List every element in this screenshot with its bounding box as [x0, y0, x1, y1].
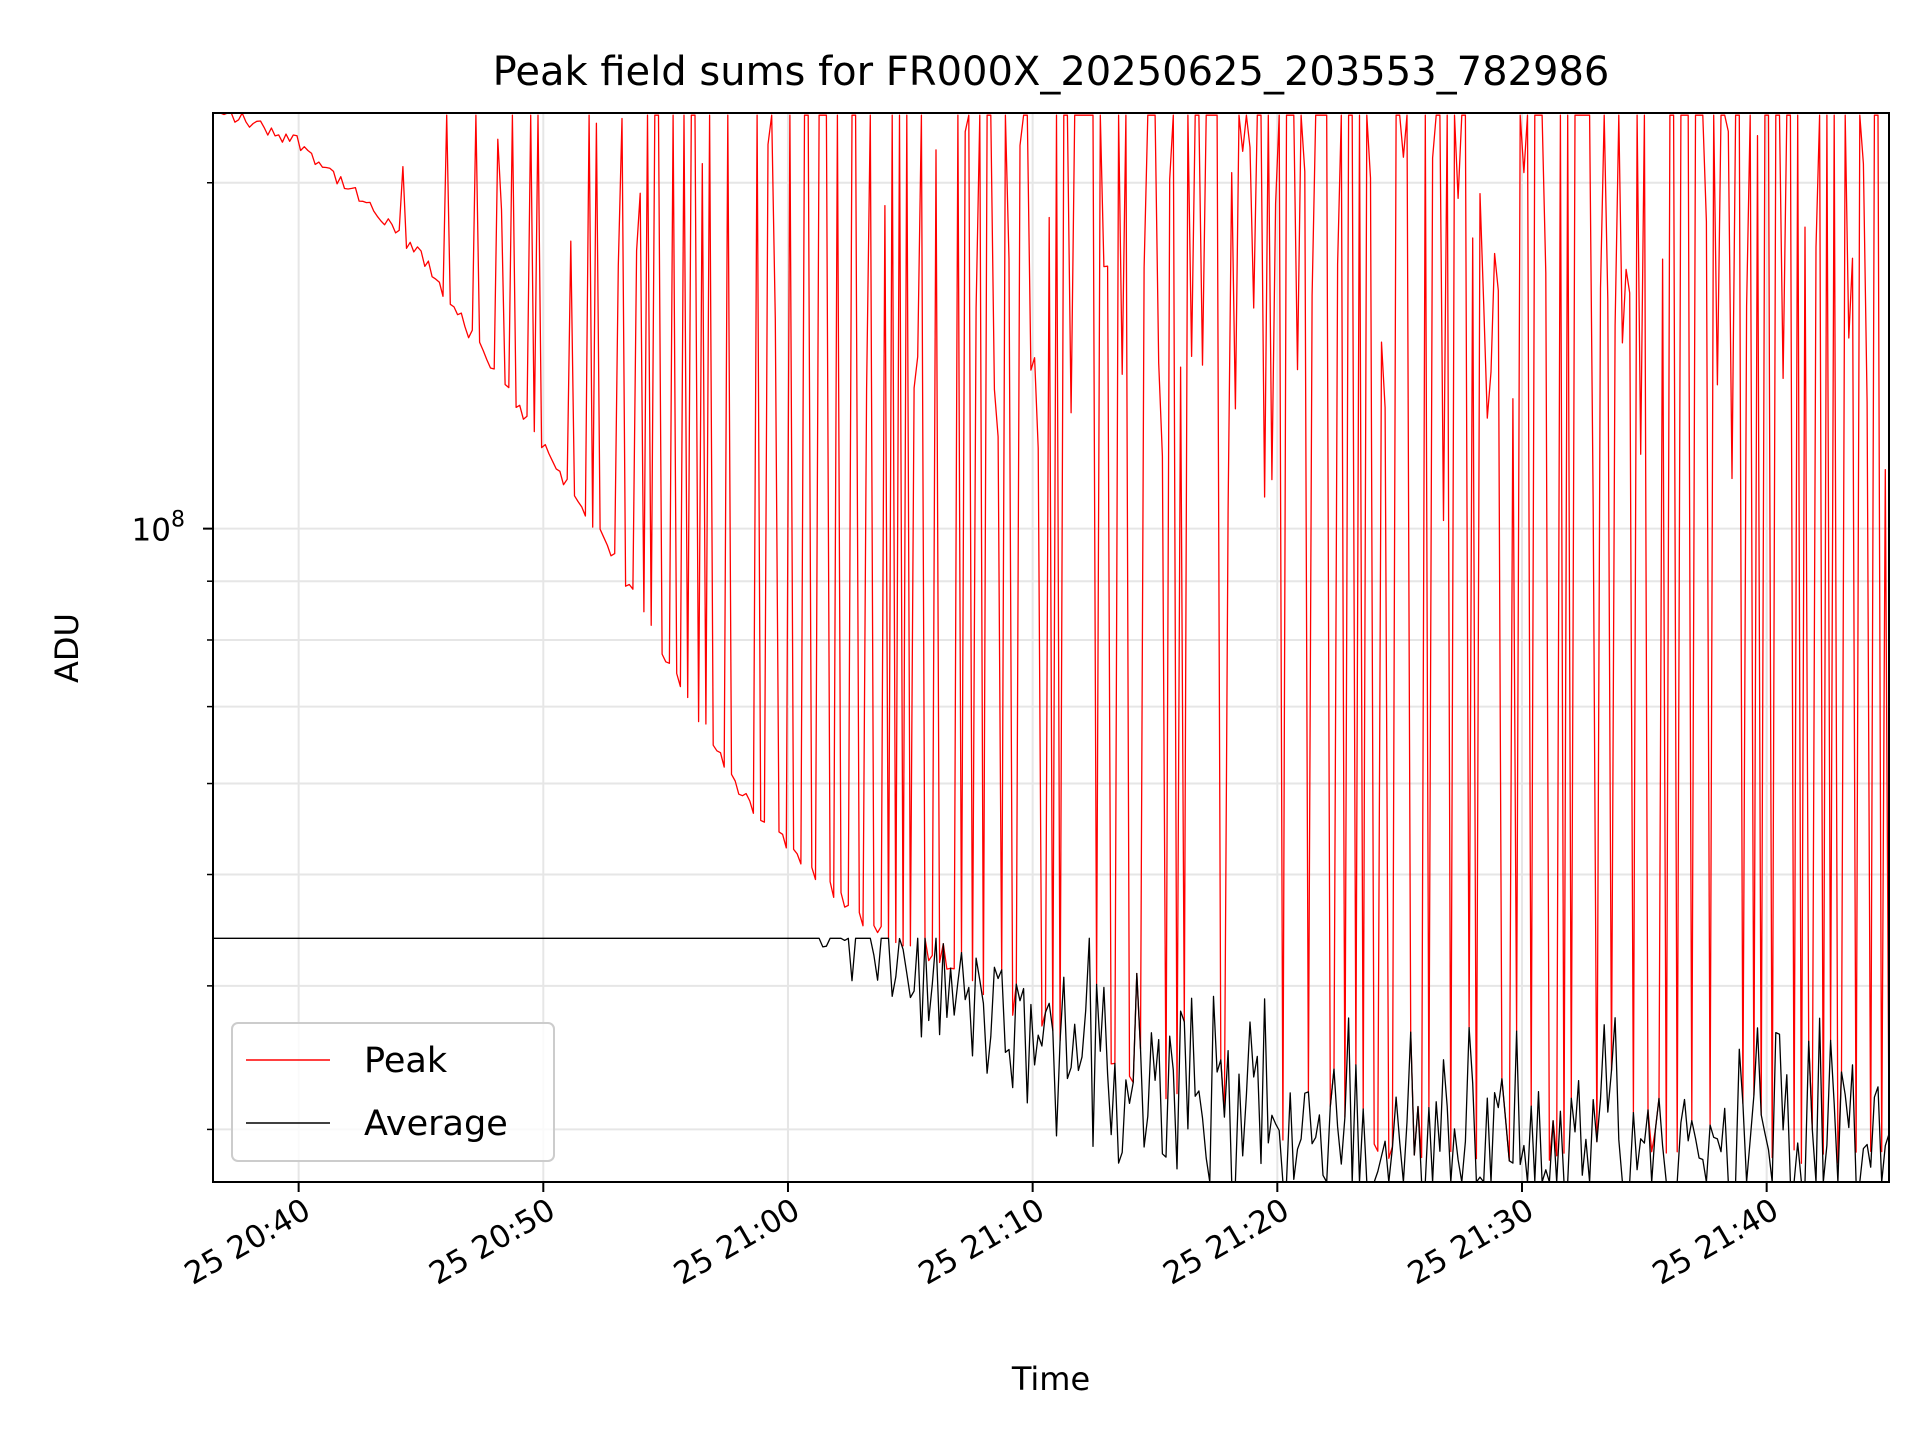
legend-average-label: Average	[364, 1104, 508, 1144]
legend-box	[231, 1022, 555, 1162]
y-tick-label-exponent: 8	[171, 508, 185, 533]
y-tick-label: 108	[132, 508, 185, 549]
series-line-average	[213, 937, 1890, 1183]
plot-frame	[212, 112, 1890, 1183]
x-axis-label: Time	[1011, 1360, 1090, 1398]
legend: Peak Average	[231, 1022, 555, 1162]
legend-peak-label: Peak	[364, 1041, 448, 1081]
y-axis-label: ADU	[48, 613, 86, 683]
series-group	[213, 112, 1890, 1183]
chart-title: Peak field sums for FR000X_20250625_2035…	[493, 49, 1610, 95]
series-line-peak	[213, 112, 1890, 1164]
y-tick-label-base: 10	[132, 513, 171, 549]
